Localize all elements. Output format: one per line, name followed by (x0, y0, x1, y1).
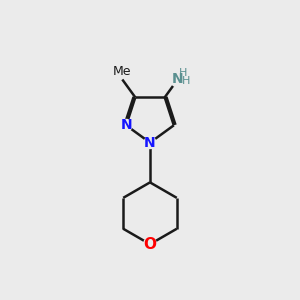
Circle shape (143, 238, 157, 251)
Text: O: O (143, 237, 157, 252)
Circle shape (170, 72, 185, 87)
Text: Me: Me (112, 65, 131, 78)
Text: N: N (120, 118, 132, 132)
Text: H: H (179, 68, 188, 78)
Text: H: H (182, 76, 190, 86)
Circle shape (144, 137, 156, 148)
Text: N: N (172, 73, 184, 86)
Text: N: N (144, 136, 156, 150)
Circle shape (120, 119, 132, 131)
